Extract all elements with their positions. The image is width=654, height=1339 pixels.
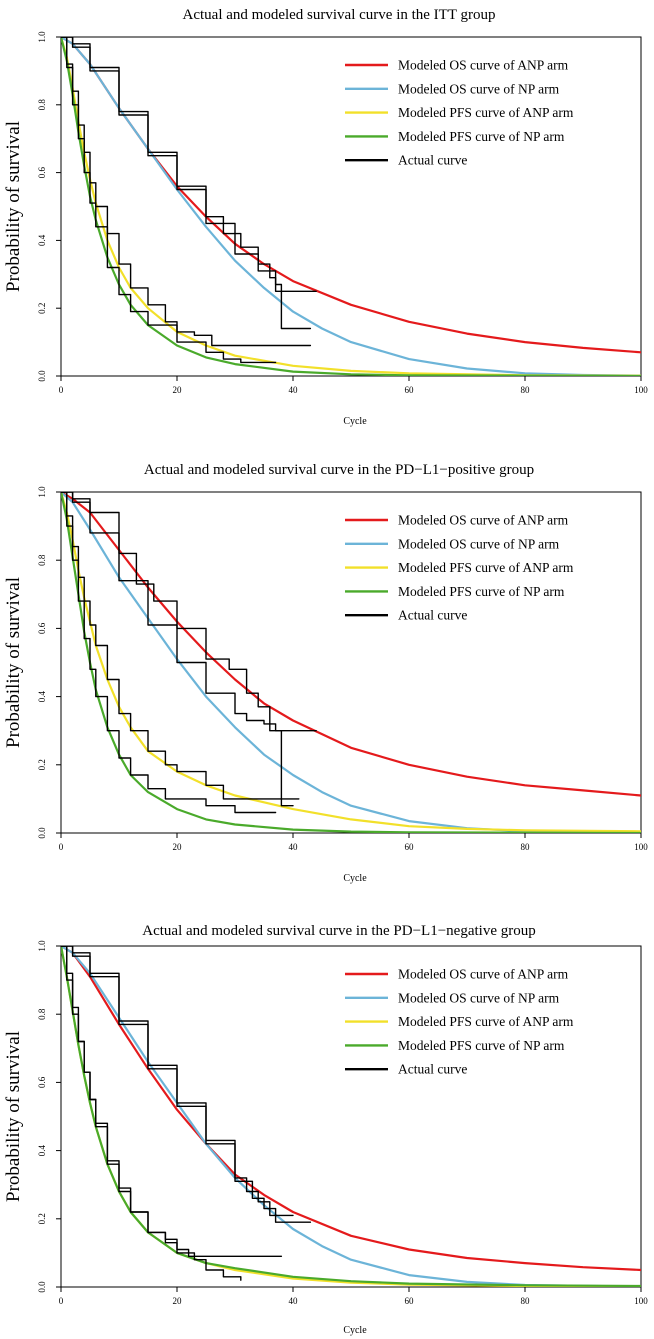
series-line-actual-3	[61, 37, 312, 347]
y-tick-label: 0.6	[37, 1076, 47, 1088]
series-line-modeled-2	[61, 37, 641, 376]
x-tick-label: 20	[173, 842, 183, 852]
legend-label: Actual curve	[398, 1062, 467, 1077]
legend-label: Modeled PFS curve of ANP arm	[398, 1014, 574, 1029]
y-tick-label: 0.4	[37, 234, 47, 246]
chart-title: Actual and modeled survival curve in the…	[142, 923, 535, 939]
x-tick-label: 20	[173, 385, 183, 395]
x-tick-label: 20	[173, 1296, 183, 1306]
x-tick-label: 0	[59, 842, 64, 852]
legend-label: Modeled PFS curve of NP arm	[398, 1038, 565, 1053]
y-tick-label: 1.0	[37, 31, 47, 43]
x-tick-label: 60	[405, 1296, 415, 1306]
legend-label: Modeled OS curve of NP arm	[398, 536, 560, 551]
x-tick-label: 80	[521, 385, 531, 395]
series-line-modeled-1	[61, 946, 641, 1272]
y-tick-label: 1.0	[37, 940, 47, 952]
y-tick-label: 0.6	[37, 622, 47, 634]
x-tick-label: 0	[59, 385, 64, 395]
y-tick-label: 0.2	[37, 759, 47, 770]
series-line-modeled-1	[61, 492, 641, 797]
series-line-actual-1	[61, 37, 317, 292]
series-line-actual-2	[61, 37, 312, 330]
series-line-actual-4	[61, 37, 277, 364]
legend-label: Actual curve	[398, 608, 467, 623]
legend-label: Modeled OS curve of NP arm	[398, 81, 560, 96]
chart-title: Actual and modeled survival curve in the…	[144, 462, 534, 478]
y-tick-label: 1.0	[37, 486, 47, 498]
plot-frame	[60, 36, 642, 377]
y-tick-label: 0.0	[37, 370, 47, 382]
series-line-modeled-3	[61, 492, 641, 833]
y-tick-label: 0.8	[37, 554, 47, 566]
legend-label: Modeled OS curve of ANP arm	[398, 513, 569, 528]
y-tick-label: 0.0	[37, 1281, 47, 1293]
legend-label: Modeled PFS curve of ANP arm	[398, 560, 574, 575]
x-tick-label: 0	[59, 1296, 64, 1306]
y-tick-label: 0.6	[37, 166, 47, 178]
x-tick-label: 40	[289, 385, 299, 395]
x-axis-label: Cycle	[343, 1325, 367, 1336]
curves	[61, 946, 641, 1287]
plot-frame	[60, 491, 642, 834]
y-tick-label: 0.8	[37, 1008, 47, 1020]
legend-label: Actual curve	[398, 153, 467, 168]
legend-label: Modeled PFS curve of NP arm	[398, 584, 565, 599]
legend-label: Modeled OS curve of ANP arm	[398, 967, 569, 982]
y-axis-label: Probability of survival	[3, 577, 24, 748]
y-tick-label: 0.4	[37, 690, 47, 702]
x-tick-label: 80	[521, 1296, 531, 1306]
legend-label: Modeled OS curve of ANP arm	[398, 58, 569, 73]
series-line-actual-3	[61, 492, 300, 800]
series-line-actual-1	[61, 492, 317, 732]
y-tick-label: 0.0	[37, 827, 47, 839]
legend: Modeled OS curve of ANP arm Modeled OS cu…	[345, 58, 574, 168]
x-tick-label: 100	[634, 1296, 648, 1306]
legend-label: Modeled PFS curve of ANP arm	[398, 105, 574, 120]
series-line-actual-2	[61, 946, 312, 1223]
x-tick-label: 80	[521, 842, 531, 852]
curves	[61, 37, 641, 376]
plot-frame	[60, 945, 642, 1288]
legend: Modeled OS curve of ANP arm Modeled OS cu…	[345, 967, 574, 1077]
x-tick-label: 100	[634, 385, 648, 395]
x-tick-label: 40	[289, 1296, 299, 1306]
y-tick-label: 0.2	[37, 303, 47, 314]
y-axis-label: Probability of survival	[3, 1031, 24, 1202]
series-line-actual-4	[61, 492, 277, 814]
x-tick-label: 60	[405, 842, 415, 852]
chart-panel-1: Actual and modeled survival curve in the…	[3, 7, 648, 427]
y-tick-label: 0.4	[37, 1144, 47, 1156]
curves	[61, 492, 641, 833]
chart-title: Actual and modeled survival curve in the…	[183, 7, 496, 23]
chart-panel-2: Actual and modeled survival curve in the…	[3, 462, 648, 884]
y-axis-label: Probability of survival	[3, 121, 24, 292]
legend: Modeled OS curve of ANP arm Modeled OS cu…	[345, 513, 574, 623]
y-tick-label: 0.2	[37, 1213, 47, 1224]
x-axis-label: Cycle	[343, 873, 367, 884]
x-tick-label: 60	[405, 385, 415, 395]
series-line-modeled-2	[61, 492, 641, 833]
legend-label: Modeled PFS curve of NP arm	[398, 129, 565, 144]
legend-label: Modeled OS curve of NP arm	[398, 990, 560, 1005]
x-tick-label: 40	[289, 842, 299, 852]
x-axis-label: Cycle	[343, 416, 367, 427]
y-tick-label: 0.8	[37, 99, 47, 111]
chart-panel-3: Actual and modeled survival curve in the…	[3, 923, 648, 1336]
series-line-actual-4	[61, 946, 242, 1281]
x-tick-label: 100	[634, 842, 648, 852]
series-line-actual-2	[61, 492, 294, 807]
